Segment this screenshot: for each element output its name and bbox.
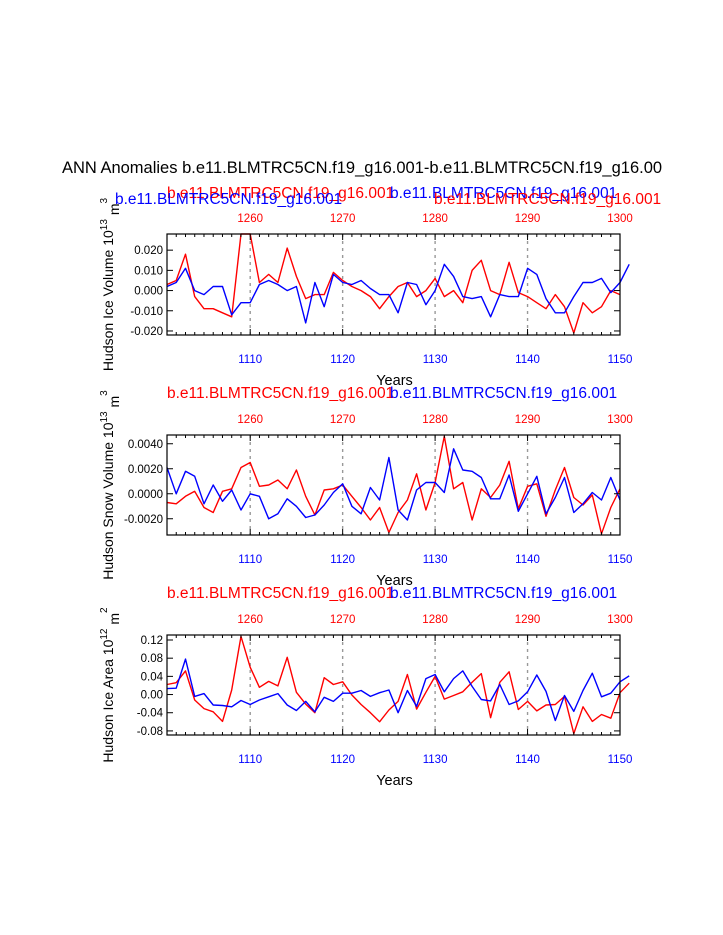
top-x-tick-label: 1260 — [237, 213, 263, 225]
series-line-red — [166, 435, 621, 535]
x-axis-title: Years — [376, 573, 413, 589]
top-x-tick-label: 1300 — [607, 414, 633, 426]
plot-frame — [166, 233, 621, 336]
figure-title: ANN Anomalies b.e11.BLMTRC5CN.f19_g16.00… — [62, 159, 662, 177]
x-tick-label: 1150 — [608, 354, 633, 366]
y-axis-title-ylabel: Hudson Ice Area 10 — [100, 639, 116, 762]
y-tick-label: -0.08 — [137, 726, 163, 738]
x-tick-label: 1120 — [330, 554, 355, 566]
top-label-blue: b.e11.BLMTRC5CN.f19_g16.001 — [390, 385, 617, 402]
top-x-tick-label: 1290 — [515, 213, 541, 225]
top-label-red-overlap: b.e11.BLMTRC5CN.f19_g16.001 — [434, 191, 661, 208]
y-axis-title: Hudson Ice Volume 1013 m3 — [99, 198, 122, 372]
x-tick-label: 1140 — [515, 554, 540, 566]
plot-frame — [166, 434, 621, 536]
y-tick-label: 0.04 — [141, 671, 164, 683]
y-tick-label: 0.08 — [141, 653, 163, 665]
y-tick-label: -0.04 — [137, 708, 164, 720]
x-tick-label: 1150 — [608, 554, 633, 566]
x-tick-label: 1110 — [238, 754, 262, 766]
top-label-red: b.e11.BLMTRC5CN.f19_g16.001 — [167, 185, 394, 202]
x-tick-label: 1110 — [238, 554, 262, 566]
y-tick-label: 0.00 — [141, 690, 163, 702]
plot-frame — [166, 634, 621, 736]
y-axis-title-ylabel-unit: m — [106, 613, 122, 629]
y-tick-label: -0.010 — [130, 306, 163, 318]
y-axis-title-ylabel-unit-exp: 3 — [99, 390, 110, 396]
y-tick-label: 0.12 — [141, 635, 163, 647]
y-tick-label: 0.0040 — [128, 439, 163, 451]
y-tick-label: -0.020 — [130, 326, 163, 338]
top-x-tick-label: 1270 — [330, 614, 356, 626]
top-label-red: b.e11.BLMTRC5CN.f19_g16.001 — [167, 585, 394, 602]
y-axis-title-ylabel-exp: 13 — [99, 219, 110, 231]
top-x-tick-label: 1300 — [607, 213, 633, 225]
y-axis-title-ylabel-unit: m — [106, 396, 122, 412]
series-line-blue — [166, 448, 621, 521]
top-label-blue: b.e11.BLMTRC5CN.f19_g16.001 — [390, 585, 617, 602]
top-x-tick-label: 1260 — [237, 614, 263, 626]
y-axis-title-ylabel: Hudson Snow Volume 10 — [100, 422, 116, 579]
y-axis-title-ylabel-unit-exp: 2 — [99, 607, 110, 613]
top-x-tick-label: 1260 — [237, 414, 263, 426]
top-x-tick-label: 1270 — [330, 213, 356, 225]
top-x-tick-label: 1280 — [422, 213, 448, 225]
y-tick-label: 0.0020 — [128, 464, 163, 476]
series-line-red — [166, 635, 630, 735]
top-x-tick-label: 1290 — [515, 414, 541, 426]
top-label-red: b.e11.BLMTRC5CN.f19_g16.001 — [167, 385, 394, 402]
x-axis-title: Years — [376, 373, 413, 389]
top-label-blue: b.e11.BLMTRC5CN.f19_g16.001 — [390, 185, 617, 202]
x-tick-label: 1110 — [238, 354, 262, 366]
y-tick-label: 0.000 — [134, 286, 163, 298]
y-axis-title-ylabel: Hudson Ice Volume 10 — [100, 230, 116, 371]
series-line-blue — [166, 658, 630, 722]
x-axis-title: Years — [376, 773, 413, 789]
y-axis-title-ylabel-exp: 13 — [99, 411, 110, 423]
x-tick-label: 1130 — [423, 354, 448, 366]
panel-3: -0.08 -0.04 0.00 0.04 0.08 0.12 1110 1120 1130 11… — [99, 585, 633, 789]
y-tick-label: 0.0000 — [128, 489, 163, 501]
x-tick-label: 1140 — [515, 354, 540, 366]
panel-1: -0.020 -0.010 0.000 0.010 0.020 1110 1120 1130 1… — [99, 185, 661, 389]
y-axis-title-ylabel-unit: m — [106, 204, 122, 220]
y-tick-label: 0.010 — [134, 265, 163, 277]
top-x-tick-label: 1280 — [422, 614, 448, 626]
top-label-blue-overlap: b.e11.BLMTRC5CN.f19_g16.001 — [115, 191, 342, 208]
x-tick-label: 1140 — [515, 754, 540, 766]
x-tick-label: 1120 — [330, 754, 355, 766]
top-x-tick-label: 1300 — [607, 614, 633, 626]
y-axis-title-ylabel-unit-exp: 3 — [99, 198, 110, 204]
y-axis-title-ylabel-exp: 12 — [99, 628, 110, 640]
y-axis-title: Hudson Snow Volume 1013 m3 — [99, 390, 122, 580]
top-x-tick-label: 1270 — [330, 414, 356, 426]
panel-2: -0.0020 0.0000 0.0020 0.0040 1110 1120 1130 114… — [99, 385, 633, 589]
top-x-tick-label: 1280 — [422, 414, 448, 426]
x-tick-label: 1120 — [330, 354, 355, 366]
y-tick-label: 0.020 — [134, 245, 163, 257]
x-tick-label: 1150 — [608, 754, 633, 766]
y-tick-label: -0.0020 — [124, 514, 163, 526]
series-line-blue — [166, 263, 630, 324]
x-tick-label: 1130 — [423, 554, 448, 566]
x-tick-label: 1130 — [423, 754, 448, 766]
top-x-tick-label: 1290 — [515, 614, 541, 626]
y-axis-title: Hudson Ice Area 1012 m2 — [99, 607, 122, 763]
panels: -0.020 -0.010 0.000 0.010 0.020 1110 1120 1130 1… — [99, 185, 661, 789]
